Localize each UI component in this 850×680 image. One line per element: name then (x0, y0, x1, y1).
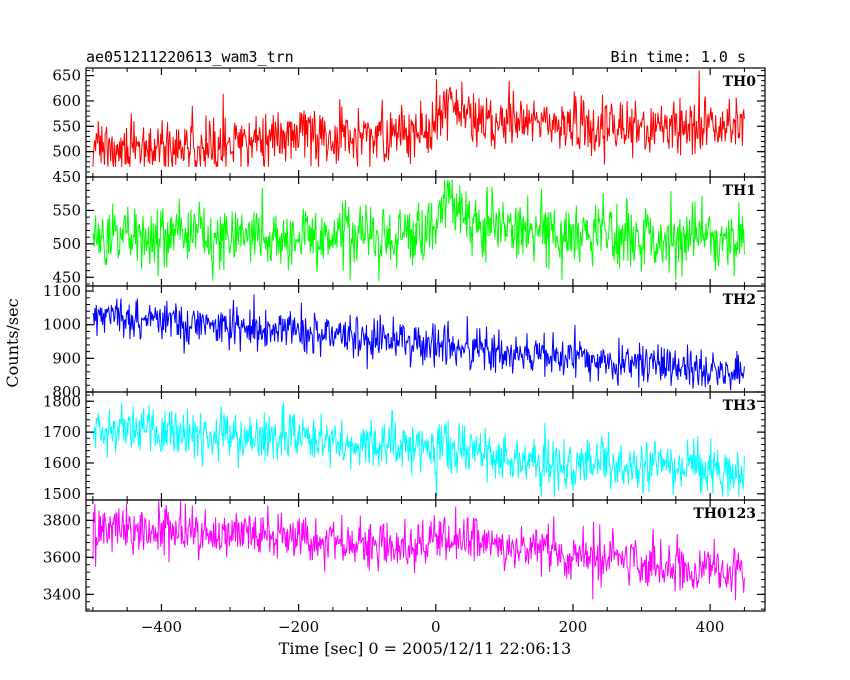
x-axis-label: Time [sec] 0 = 2005/12/11 22:06:13 (279, 639, 572, 658)
panel-th2: 800 900 1000 1100 TH2 (43, 282, 766, 401)
panel-th0: 450 500 550 600 650 TH0 (52, 67, 766, 186)
panel-frame (85, 499, 766, 612)
series-line-th2 (92, 294, 745, 391)
bin-time-label: Bin time: 1.0 s (611, 48, 746, 66)
series-line-th0 (92, 70, 745, 168)
panel-th1: 450 500 550 TH1 (52, 176, 766, 287)
panel-label: TH0123 (693, 506, 756, 522)
y-tick-label: 1500 (43, 485, 81, 503)
panel-label: TH0 (723, 74, 757, 90)
y-tick-label: 600 (52, 92, 81, 110)
y-tick-label: 450 (52, 168, 81, 186)
panels-group: 450 500 550 600 650 TH0 450 500 550 TH1 800 900 1000… (43, 67, 766, 612)
y-tick-label: 3800 (43, 511, 81, 529)
panel-th0123: 3400 3600 3800 TH0123 (43, 499, 766, 612)
panel-label: TH1 (723, 183, 756, 199)
y-tick-label: 3600 (43, 548, 81, 566)
x-tick-label: 0 (431, 618, 441, 636)
x-tick-label: 400 (696, 618, 725, 636)
y-tick-label: 1800 (43, 392, 81, 410)
y-tick-label: 550 (52, 117, 81, 135)
y-tick-label: 800 (52, 383, 81, 401)
y-tick-label: 450 (52, 268, 81, 286)
panel-label: TH2 (723, 292, 756, 308)
series-line-th3 (92, 402, 745, 497)
panel-th3: 1500 1600 1700 1800 TH3 (43, 391, 766, 503)
y-tick-label: 1100 (43, 282, 81, 300)
panel-label: TH3 (723, 398, 756, 414)
x-tick-label: 200 (559, 618, 588, 636)
y-tick-label: 1000 (43, 316, 81, 334)
y-tick-label: 550 (52, 201, 81, 219)
y-axis-label: Counts/sec (3, 298, 22, 387)
y-tick-label: 1700 (43, 423, 81, 441)
x-axis: −400 −200 0 200 400 (141, 618, 725, 636)
series-line-th1 (92, 179, 745, 281)
x-tick-label: −400 (141, 618, 182, 636)
y-tick-label: 3400 (43, 585, 81, 603)
chart-title: ae051211220613_wam3_trn (86, 48, 294, 66)
x-tick-label: −200 (278, 618, 319, 636)
y-tick-label: 900 (52, 349, 81, 367)
y-tick-label: 650 (52, 67, 81, 85)
y-tick-label: 500 (52, 143, 81, 161)
series-line-th0123 (92, 500, 745, 601)
y-tick-label: 500 (52, 235, 81, 253)
y-tick-label: 1600 (43, 454, 81, 472)
